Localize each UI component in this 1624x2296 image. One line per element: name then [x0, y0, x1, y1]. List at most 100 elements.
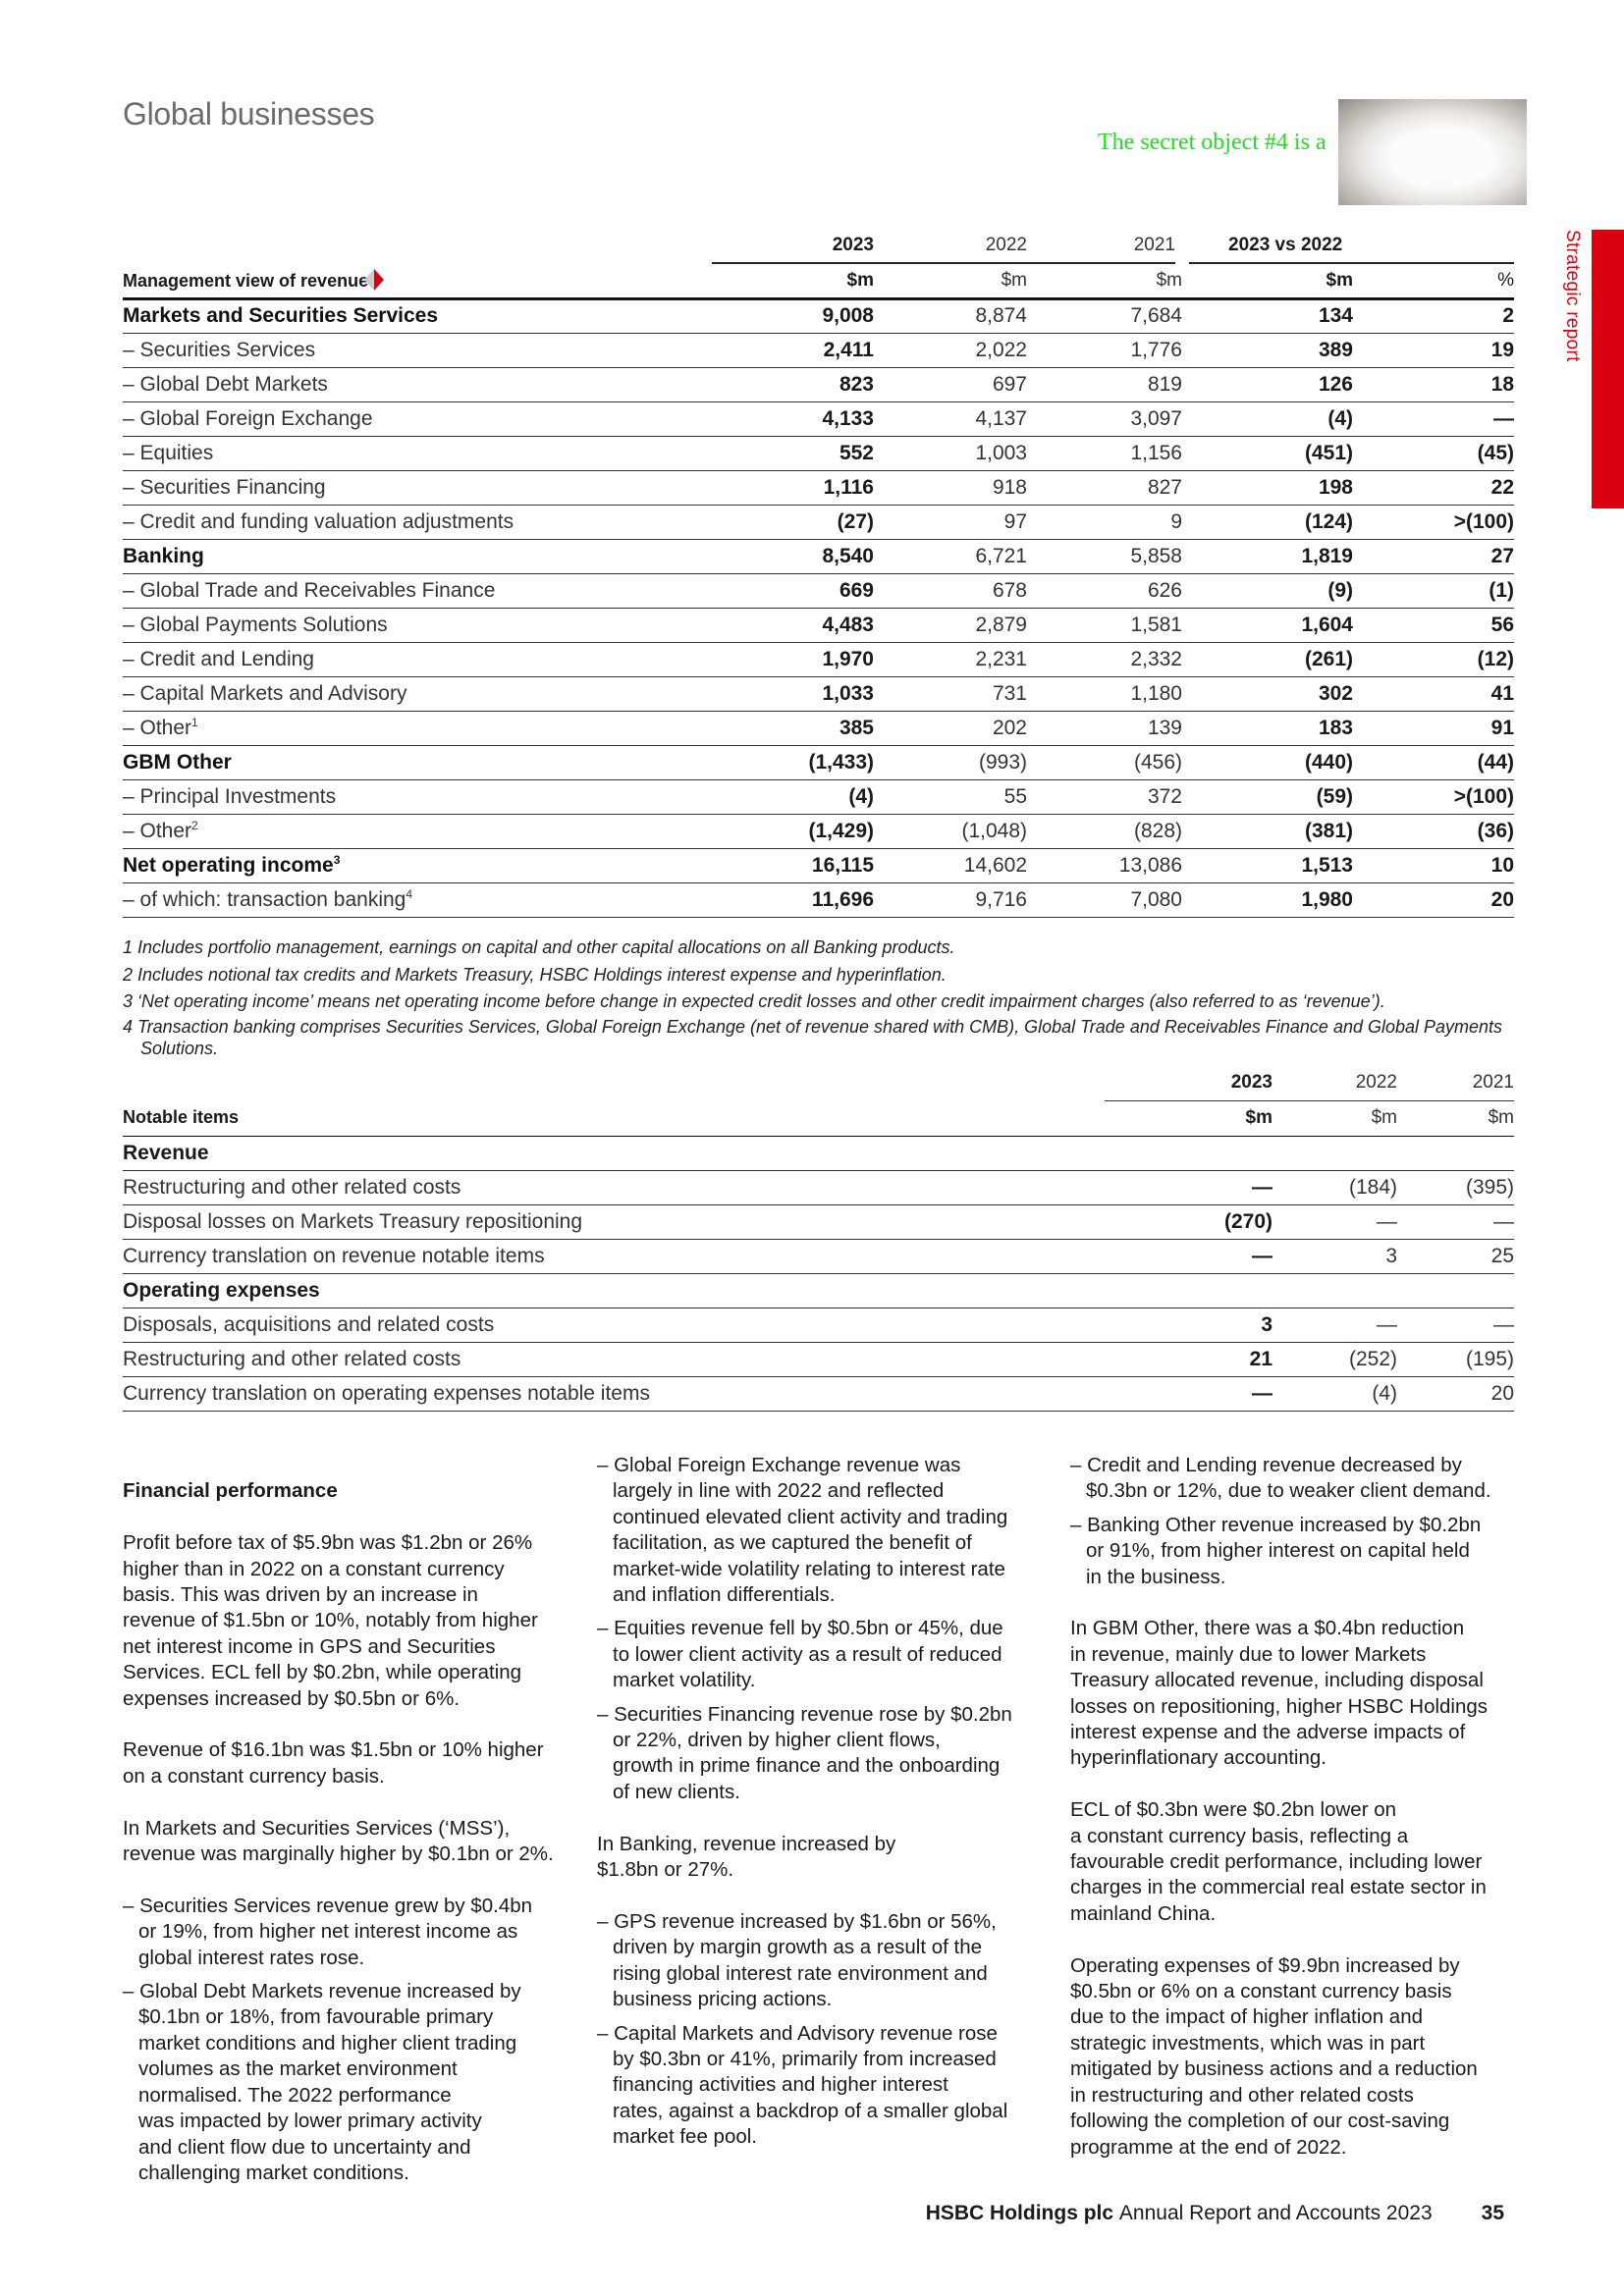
cell-value: 13,086: [1027, 848, 1182, 883]
row-label: – Credit and funding valuation adjustmen…: [123, 509, 514, 533]
cell-value: (1,429): [712, 814, 874, 849]
row-label: – Capital Markets and Advisory: [123, 681, 407, 705]
cell-value: 22: [1353, 470, 1514, 506]
cell-value: —: [1272, 1204, 1397, 1240]
footnotes: 1 Includes portfolio management, earning…: [123, 934, 1517, 1059]
cell-value: (124): [1182, 505, 1353, 540]
cell-value: 14,602: [874, 848, 1027, 883]
row-label: – Securities Financing: [123, 475, 326, 499]
row-label: Restructuring and other related costs: [123, 1342, 1105, 1377]
table-row: GBM Other (1,433) (993) (456) (440) (44): [123, 745, 1514, 780]
cell-value: (59): [1182, 779, 1353, 815]
table-row: – Global Foreign Exchange 4,133 4,137 3,097…: [123, 401, 1514, 437]
cell-value: (395): [1397, 1170, 1514, 1205]
unit: $m: [1001, 269, 1027, 291]
cell-value: (451): [1182, 436, 1353, 471]
cell-value: (27): [712, 505, 874, 540]
table-row: – Securities Financing 1,116 918 827 198 22: [123, 470, 1514, 506]
cell-value: (4): [1272, 1376, 1397, 1412]
row-label: – Equities: [123, 441, 214, 464]
table-row: Restructuring and other related costs — (1…: [123, 1170, 1514, 1205]
cell-value: —: [1105, 1376, 1272, 1412]
cell-value: (252): [1272, 1342, 1397, 1377]
cell-value: 552: [712, 436, 874, 471]
unit: $m: [1371, 1107, 1397, 1128]
compare-header: 2023 vs 2022: [1175, 228, 1514, 264]
cell-value: 8,540: [712, 539, 874, 574]
row-label: Operating expenses: [123, 1273, 1514, 1308]
cell-value: (261): [1182, 642, 1353, 677]
cell-value: 41: [1353, 676, 1514, 712]
footnote: 2 Includes notional tax credits and Mark…: [123, 964, 947, 985]
footnote-ref: 4: [406, 887, 413, 901]
cell-value: (195): [1397, 1342, 1514, 1377]
cell-value: 2,879: [874, 608, 1027, 643]
cell-value: 139: [1027, 711, 1182, 746]
cell-value: (36): [1353, 814, 1514, 849]
section-row: Operating expenses: [123, 1273, 1514, 1308]
cell-value: 126: [1182, 367, 1353, 402]
row-label: – Global Trade and Receivables Finance: [123, 578, 496, 602]
cell-value: 389: [1182, 333, 1353, 368]
table-row: – Global Trade and Receivables Finance 66…: [123, 573, 1514, 609]
bullet-paragraph: – Credit and Lending revenue decreased b…: [1070, 1454, 1491, 1503]
cell-value: —: [1353, 401, 1514, 437]
year-2021: 2021: [1027, 228, 1182, 264]
paragraph: Profit before tax of $5.9bn was $1.2bn o…: [123, 1531, 538, 1710]
cell-value: 56: [1353, 608, 1514, 643]
cell-value: 372: [1027, 779, 1182, 815]
table-row: Disposal losses on Markets Treasury repo…: [123, 1204, 1514, 1240]
section-row: Revenue: [123, 1136, 1514, 1171]
year-2022: 2022: [874, 228, 1027, 264]
cell-value: 626: [1027, 573, 1182, 609]
table-row: – Securities Services 2,411 2,022 1,776 389 1…: [123, 333, 1514, 368]
cell-value: 678: [874, 573, 1027, 609]
row-label: Markets and Securities Services: [123, 304, 439, 327]
cell-value: (1,048): [874, 814, 1027, 849]
year-2023: 2023: [1105, 1065, 1272, 1101]
cell-value: 819: [1027, 367, 1182, 402]
footnote: 4 Transaction banking comprises Securiti…: [123, 1016, 1503, 1058]
cell-value: (270): [1105, 1204, 1272, 1240]
cell-value: (440): [1182, 745, 1353, 780]
bullet-paragraph: – GPS revenue increased by $1.6bn or 56%…: [597, 1909, 997, 2011]
cell-value: 16,115: [712, 848, 874, 883]
cell-value: 385: [712, 711, 874, 746]
cell-value: 2,231: [874, 642, 1027, 677]
table-row: Markets and Securities Services 9,008 8,87…: [123, 298, 1514, 334]
cell-value: 2: [1353, 298, 1514, 334]
cell-value: 1,033: [712, 676, 874, 712]
cell-value: 8,874: [874, 298, 1027, 334]
footnote-ref: 1: [191, 716, 198, 729]
cell-value: 202: [874, 711, 1027, 746]
table-row: Currency translation on operating expens…: [123, 1376, 1514, 1412]
arrow-marker-icon: [364, 268, 385, 291]
cell-value: 731: [874, 676, 1027, 712]
row-label: Currency translation on operating expens…: [123, 1376, 1105, 1412]
row-label: – Other: [123, 717, 192, 739]
year-2021: 2021: [1397, 1065, 1514, 1101]
section-label: Strategic report: [1562, 230, 1583, 362]
cell-value: 1,604: [1182, 608, 1353, 643]
cell-value: (184): [1272, 1170, 1397, 1205]
cell-value: 1,180: [1027, 676, 1182, 712]
cell-value: 1,116: [712, 470, 874, 506]
footnote-ref: 3: [333, 853, 341, 867]
bullet-paragraph: – Securities Financing revenue rose by $…: [597, 1702, 1012, 1803]
cell-value: 9: [1027, 505, 1182, 540]
cell-value: 11,696: [712, 882, 874, 918]
section-heading: Financial performance: [123, 1479, 338, 1503]
pillow-image: [1338, 99, 1527, 205]
cell-value: 183: [1182, 711, 1353, 746]
bullet-paragraph: – Capital Markets and Advisory revenue r…: [597, 2021, 1008, 2149]
footnote: 3 ‘Net operating income’ means net opera…: [123, 991, 1385, 1011]
table-row: – Global Payments Solutions 4,483 2,879 1,5…: [123, 608, 1514, 643]
cell-value: 97: [874, 505, 1027, 540]
unit: $m: [1326, 269, 1353, 291]
paragraph: In Banking, revenue increased by $1.8bn …: [597, 1832, 896, 1882]
cell-value: 827: [1027, 470, 1182, 506]
cell-value: (44): [1353, 745, 1514, 780]
cell-value: 669: [712, 573, 874, 609]
cell-value: >(100): [1353, 505, 1514, 540]
cell-value: 198: [1182, 470, 1353, 506]
